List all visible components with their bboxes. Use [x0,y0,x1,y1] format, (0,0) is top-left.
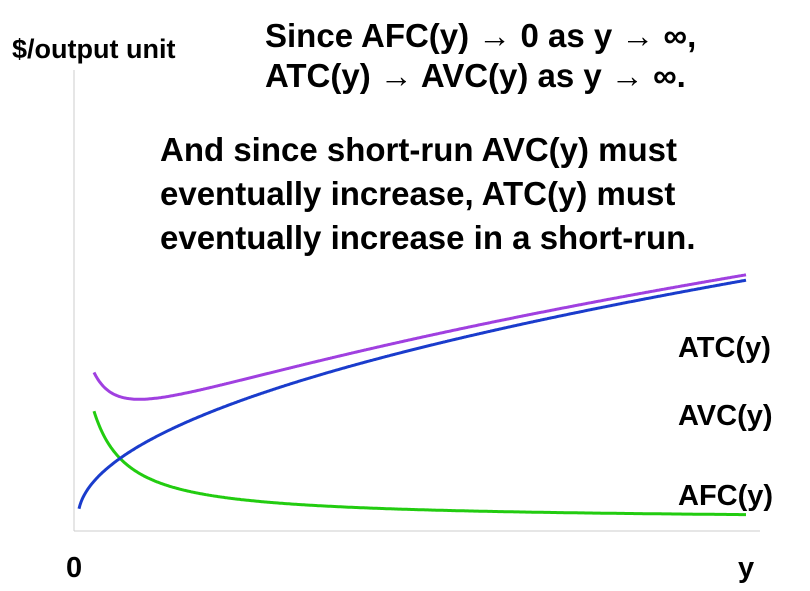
annotation-limit-line-1: Since AFC(y) → 0 as y → ∞, [265,17,697,54]
afc-legend-label: AFC(y) [678,480,774,512]
atc-legend-label: ATC(y) [678,332,771,364]
afc-curve [92,410,746,517]
origin-label: 0 [66,552,83,584]
annotation-short-run: And since short-run AVC(y) must eventual… [160,128,696,260]
annotation-short-run-line-2: eventually increase, ATC(y) must [160,175,676,212]
avc-legend-label: AVC(y) [678,400,773,432]
annotation-limit: Since AFC(y) → 0 as y → ∞, ATC(y) → AVC(… [265,16,696,96]
avc-curve [77,278,747,510]
annotation-limit-line-2: ATC(y) → AVC(y) as y → ∞. [265,57,686,94]
annotation-short-run-line-1: And since short-run AVC(y) must [160,131,678,168]
annotation-short-run-line-3: eventually increase in a short-run. [160,219,696,256]
y-axis-label: $/output unit [12,34,176,64]
x-axis-label: y [738,552,755,584]
atc-curve [92,273,747,401]
